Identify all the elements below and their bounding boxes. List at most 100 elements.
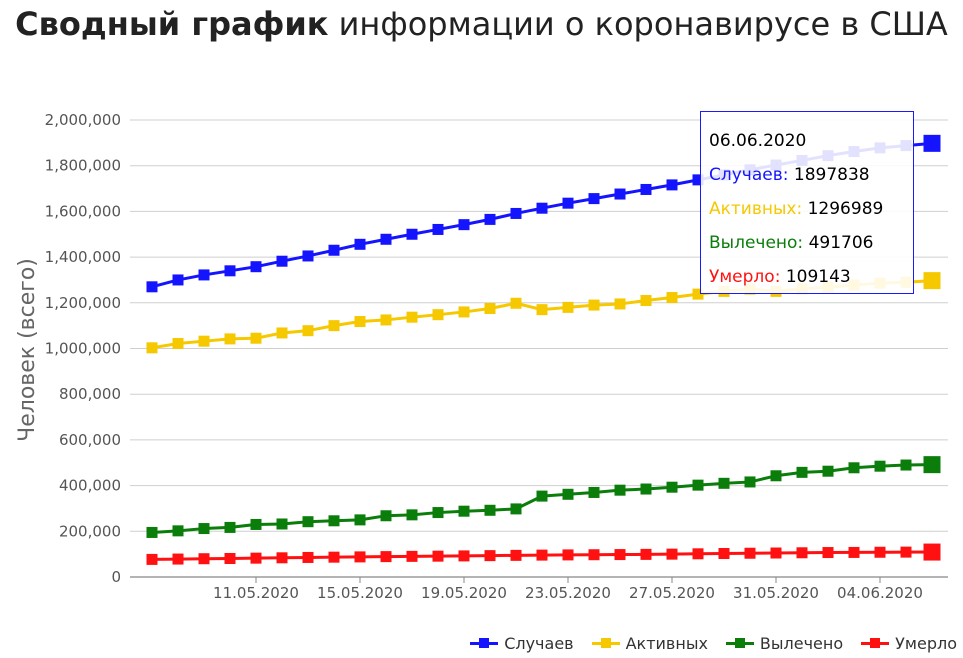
y-tick-label: 800,000	[59, 385, 121, 403]
data-point	[536, 549, 548, 561]
data-point	[770, 470, 782, 482]
tooltip-date: 06.06.2020	[709, 131, 807, 151]
data-point	[484, 303, 496, 315]
data-point	[224, 552, 236, 564]
tooltip-value: 109143	[785, 267, 851, 287]
data-point	[484, 504, 496, 516]
data-point	[510, 297, 522, 309]
data-point	[250, 518, 262, 530]
data-point	[172, 337, 184, 349]
data-point	[198, 523, 210, 535]
legend-label: Умерло	[895, 633, 957, 653]
legend-label: Вылечено	[759, 633, 844, 653]
data-point	[432, 223, 444, 235]
data-point	[328, 551, 340, 563]
data-point	[900, 459, 912, 471]
data-point	[874, 546, 886, 558]
data-point	[614, 298, 626, 310]
legend-swatch	[861, 637, 890, 649]
data-point	[224, 521, 236, 533]
data-point	[588, 486, 600, 498]
legend-item-cases[interactable]: Случаев	[470, 633, 574, 653]
tooltip-row-active: Активных: 1296989	[709, 192, 913, 226]
data-point	[380, 551, 392, 563]
tooltip-row-deaths: Умерло: 109143	[709, 260, 913, 294]
data-point	[146, 553, 158, 565]
data-point	[770, 547, 782, 559]
x-tick-label: 23.05.2020	[525, 584, 611, 602]
data-point	[432, 507, 444, 519]
data-point	[640, 483, 652, 495]
legend-swatch	[470, 637, 499, 649]
data-point	[172, 553, 184, 565]
data-point	[692, 288, 704, 300]
data-point	[380, 233, 392, 245]
legend-label: Активных	[625, 633, 708, 653]
data-point	[146, 342, 158, 354]
data-point	[354, 551, 366, 563]
y-tick-label: 400,000	[59, 477, 121, 495]
data-point	[666, 481, 678, 493]
highlighted-point	[923, 456, 941, 474]
data-point	[250, 261, 262, 273]
data-point	[692, 548, 704, 560]
y-tick-label: 2,000,000	[45, 111, 121, 129]
data-point	[822, 465, 834, 477]
y-axis-ticks: 0 200,000 400,000 600,000 800,000 1,000,000 1,…	[45, 111, 121, 586]
data-point	[458, 219, 470, 231]
data-point	[328, 244, 340, 256]
data-point	[536, 490, 548, 502]
data-point	[692, 174, 704, 186]
y-tick-label: 1,400,000	[45, 248, 121, 266]
data-point	[848, 462, 860, 474]
tooltip-label: Случаев:	[709, 165, 789, 185]
legend-label: Случаев	[504, 633, 574, 653]
data-point	[250, 332, 262, 344]
data-point	[562, 301, 574, 313]
tooltip-value: 1897838	[793, 165, 870, 185]
data-point	[692, 479, 704, 491]
data-point	[302, 250, 314, 262]
data-point	[354, 316, 366, 328]
data-point	[172, 525, 184, 537]
legend-item-deaths[interactable]: Умерло	[861, 634, 957, 653]
data-point	[146, 281, 158, 293]
data-point	[536, 304, 548, 316]
chart-title-rest: информации о коронавирусе в США	[328, 5, 948, 43]
tooltip-label: Вылечено:	[709, 233, 804, 253]
data-point	[432, 550, 444, 562]
data-point	[380, 314, 392, 326]
data-point	[744, 476, 756, 488]
x-tick-label: 04.06.2020	[837, 584, 923, 602]
data-point	[302, 516, 314, 528]
data-point	[198, 553, 210, 565]
y-tick-label: 1,200,000	[45, 294, 121, 312]
data-point	[198, 335, 210, 347]
data-point	[588, 193, 600, 205]
data-point	[302, 551, 314, 563]
data-point	[874, 460, 886, 472]
data-point	[328, 515, 340, 527]
data-point	[302, 325, 314, 337]
x-tick-label: 31.05.2020	[733, 584, 819, 602]
tooltip-row-recovered: Вылечено: 491706	[709, 226, 913, 260]
tooltip-label: Активных:	[709, 199, 803, 219]
data-point	[666, 292, 678, 304]
data-point	[172, 274, 184, 286]
data-point	[276, 327, 288, 339]
data-point	[510, 207, 522, 219]
legend-item-recovered[interactable]: Вылечено	[725, 633, 844, 653]
data-point	[224, 265, 236, 277]
data-point	[640, 295, 652, 307]
y-tick-label: 1,600,000	[45, 202, 121, 220]
data-point	[640, 548, 652, 560]
data-point	[484, 550, 496, 562]
data-point	[666, 179, 678, 191]
legend-item-active[interactable]: Активных	[591, 633, 708, 653]
data-point	[562, 549, 574, 561]
data-point	[380, 510, 392, 522]
data-point	[198, 269, 210, 281]
data-point	[406, 509, 418, 521]
data-point	[822, 547, 834, 559]
data-point	[510, 549, 522, 561]
